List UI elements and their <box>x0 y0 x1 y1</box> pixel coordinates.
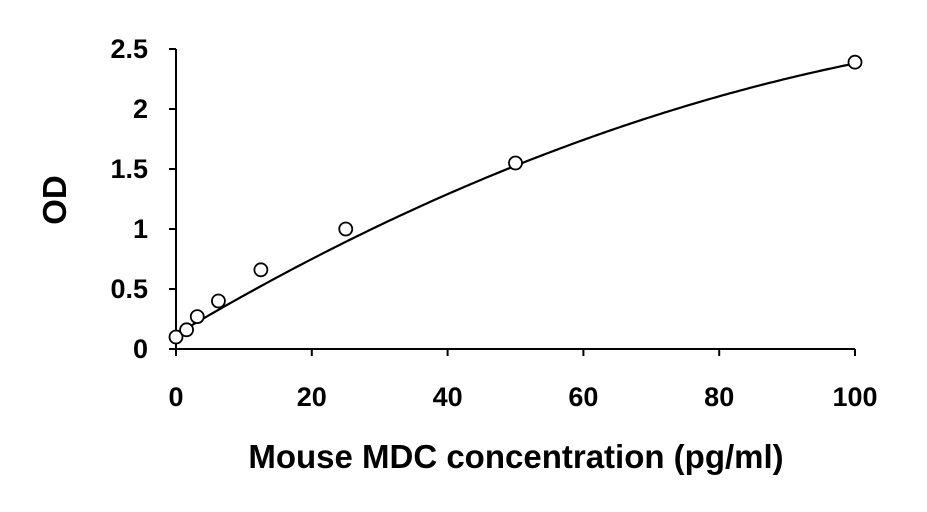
x-tick-label: 100 <box>832 382 877 412</box>
y-tick-label: 1 <box>133 214 148 244</box>
data-point <box>847 54 863 70</box>
x-tick-label: 40 <box>433 382 463 412</box>
x-axis-title: Mouse MDC concentration (pg/ml) <box>248 438 783 475</box>
y-tick-label: 2 <box>133 94 148 124</box>
x-tick-label: 20 <box>297 382 327 412</box>
fit-curve <box>175 62 856 336</box>
x-axis-ticks: 0 20 40 60 80 100 <box>168 349 878 412</box>
data-point <box>179 322 194 338</box>
data-point <box>189 309 205 325</box>
data-point <box>168 329 184 345</box>
data-point <box>253 262 269 278</box>
y-tick-label: 1.5 <box>110 154 148 184</box>
y-tick-label: 0 <box>133 334 148 364</box>
y-tick-label: 2.5 <box>110 34 148 64</box>
data-point <box>211 293 226 309</box>
y-tick-label: 0.5 <box>110 274 148 304</box>
data-point <box>508 155 523 171</box>
y-axis-title: OD <box>36 175 73 225</box>
y-axis-ticks: 0 0.5 1 1.5 2 2.5 <box>110 34 176 364</box>
x-tick-label: 80 <box>704 382 734 412</box>
x-tick-label: 60 <box>568 382 598 412</box>
data-points <box>168 54 863 345</box>
data-point <box>338 221 354 237</box>
x-tick-label: 0 <box>168 382 183 412</box>
axes: 0 20 40 60 80 100 0 0.5 1 1.5 2 2.5 <box>110 34 877 412</box>
